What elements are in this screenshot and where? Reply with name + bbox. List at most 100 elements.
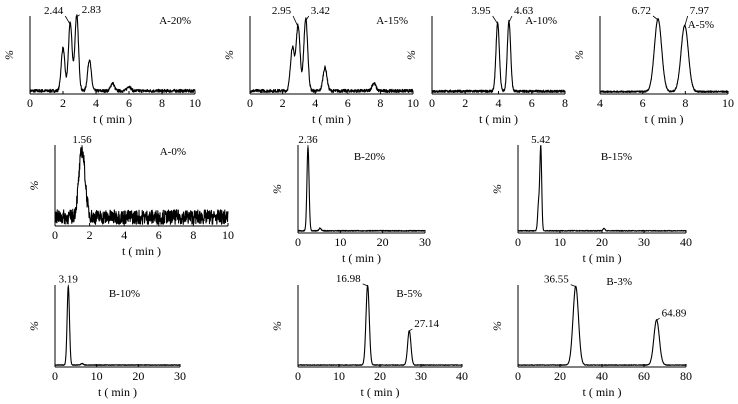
- y-axis-title: %: [270, 184, 284, 194]
- peak-label: 36.55: [544, 274, 569, 286]
- chromatogram-trace: [517, 285, 687, 366]
- x-tick-label: 0: [515, 235, 521, 249]
- x-tick-label: 0: [27, 96, 33, 110]
- x-axis-title: t ( min ): [361, 385, 400, 399]
- x-tick-label: 0: [515, 369, 521, 383]
- peak-label: 2.36: [298, 134, 318, 146]
- x-axis-title: t ( min ): [312, 112, 351, 126]
- x-tick-label: 2: [87, 228, 93, 242]
- x-tick-label: 8: [682, 96, 688, 110]
- x-tick-label: 4: [312, 96, 318, 110]
- panel-label: B-3%: [606, 276, 632, 288]
- peak-leader: [684, 15, 689, 27]
- panel-label: A-20%: [159, 15, 191, 27]
- x-tick-label: 20: [132, 369, 144, 383]
- x-tick-label: 40: [680, 235, 692, 249]
- peak-leader: [508, 15, 513, 23]
- x-tick-label: 10: [722, 96, 734, 110]
- x-tick-label: 8: [562, 96, 568, 110]
- x-axis-title: t ( min ): [583, 251, 622, 265]
- x-tick-label: 4: [121, 228, 127, 242]
- x-tick-label: 4: [496, 96, 502, 110]
- y-axis-title: %: [2, 50, 16, 60]
- x-tick-label: 40: [456, 369, 468, 383]
- x-tick-label: 10: [333, 369, 345, 383]
- peak-leader: [64, 15, 71, 25]
- y-axis-title: %: [490, 321, 504, 331]
- x-tick-label: 20: [374, 369, 386, 383]
- x-tick-label: 10: [91, 369, 103, 383]
- chromatogram-trace: [297, 284, 463, 366]
- x-tick-label: 0: [52, 369, 58, 383]
- panel-label: B-10%: [109, 288, 140, 300]
- chart-panel-8: 0 10 20 30 t ( min )% 3.19 B-10%: [27, 274, 186, 399]
- x-tick-label: 8: [190, 228, 196, 242]
- x-tick-label: 2: [60, 96, 66, 110]
- peak-label: 3.19: [59, 274, 79, 286]
- x-axis-title: t ( min ): [98, 385, 137, 399]
- x-tick-label: 20: [377, 235, 389, 249]
- x-tick-label: 6: [156, 228, 162, 242]
- peak-leader: [656, 317, 660, 321]
- x-tick-label: 60: [638, 369, 650, 383]
- chromatogram-trace: [297, 146, 426, 232]
- chromatogram-trace: [54, 285, 181, 366]
- chart-panel-9: 0 10 20 30 40 t ( min )% 16.98 27.14 B-5%: [270, 273, 468, 399]
- peak-leader: [409, 328, 413, 332]
- chart-panel-5: 0 2 4 6 8 10 t ( min )% 1.56 A-0%: [27, 134, 234, 258]
- chart-panel-2: 0 2 4 6 8 10 t ( min )% 2.95 3.42 A-15%: [222, 5, 419, 126]
- chart-panel-10: 0 20 40 60 80 t ( min )% 36.55 64.89 B-3%: [490, 274, 692, 399]
- x-tick-label: 0: [429, 96, 435, 110]
- panel-label: B-15%: [601, 151, 632, 163]
- chart-panel-4: 4 6 8 10 t ( min )% 6.72 7.97 A-5%: [572, 5, 734, 126]
- x-axis-title: t ( min ): [122, 244, 161, 258]
- y-axis-title: %: [270, 321, 284, 331]
- x-tick-label: 8: [377, 96, 383, 110]
- x-axis-title: t ( min ): [93, 112, 132, 126]
- peak-label: 64.89: [662, 307, 687, 319]
- peak-label: 5.42: [531, 134, 550, 146]
- peak-leader: [292, 15, 299, 28]
- x-tick-label: 30: [419, 235, 431, 249]
- x-axis-title: t ( min ): [583, 385, 622, 399]
- panel-label: A-5%: [688, 19, 714, 31]
- chromatogram-trace: [249, 17, 414, 93]
- panel-label: A-15%: [376, 15, 408, 27]
- x-tick-label: 10: [554, 235, 566, 249]
- chromatogram-trace: [29, 14, 196, 93]
- chart-panel-1: 0 2 4 6 8 10 t ( min )% 2.44 2.83 A-20%: [2, 4, 201, 126]
- peak-label: 3.42: [311, 5, 330, 17]
- chromatogram-trace: [54, 146, 229, 225]
- x-tick-label: 30: [174, 369, 186, 383]
- peak-label: 16.98: [336, 273, 361, 285]
- peak-label: 27.14: [414, 318, 439, 330]
- x-tick-label: 4: [597, 96, 603, 110]
- chart-panel-6: 0 10 20 30 t ( min )% 2.36 B-20%: [270, 134, 431, 265]
- x-axis-title: t ( min ): [479, 112, 518, 126]
- peak-label: 6.72: [632, 5, 651, 17]
- chromatogram-trace: [431, 19, 566, 93]
- x-tick-label: 20: [554, 369, 566, 383]
- x-tick-label: 10: [189, 96, 201, 110]
- chart-panel-3: 0 2 4 6 8 t ( min )% 3.95 4.63A-10%: [404, 5, 568, 126]
- peak-leader: [570, 284, 576, 288]
- peak-leader: [362, 283, 368, 287]
- peak-label: 4.63: [514, 5, 534, 17]
- x-tick-label: 2: [462, 96, 468, 110]
- x-tick-label: 6: [345, 96, 351, 110]
- panel-label: A-0%: [160, 146, 186, 158]
- x-tick-label: 0: [295, 235, 301, 249]
- panel-label: B-5%: [396, 288, 422, 300]
- peak-label: 3.95: [471, 5, 491, 17]
- y-axis-title: %: [27, 181, 41, 191]
- x-tick-label: 40: [596, 369, 608, 383]
- y-axis-title: %: [490, 184, 504, 194]
- x-tick-label: 30: [638, 235, 650, 249]
- x-tick-label: 2: [280, 96, 286, 110]
- peak-label: 2.83: [82, 4, 102, 16]
- y-axis-title: %: [572, 50, 586, 60]
- x-axis-title: t ( min ): [645, 112, 684, 126]
- chromatogram-trace: [599, 18, 729, 93]
- x-tick-label: 0: [247, 96, 253, 110]
